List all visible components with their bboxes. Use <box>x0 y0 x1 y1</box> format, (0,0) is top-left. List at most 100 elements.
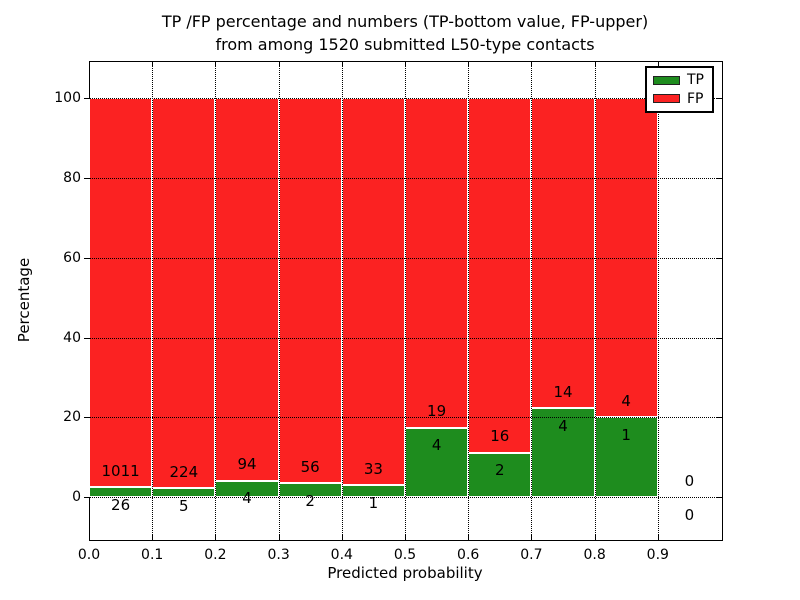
xtick-label-0.3: 0.3 <box>267 547 290 563</box>
bar-segment-fp-0.0 <box>89 98 153 488</box>
fp-count-label-0.6: 16 <box>490 427 510 446</box>
legend: TP FP <box>645 66 714 113</box>
tp-count-label-0.5: 4 <box>431 436 442 455</box>
horizontal-gridline-20 <box>89 417 721 419</box>
bar-segment-fp-0.6 <box>468 98 532 453</box>
ytick-label-60: 60 <box>63 249 81 266</box>
ytick-mark-right-40 <box>717 337 722 339</box>
xtick-mark-bottom-0.0 <box>89 535 90 540</box>
bar-segment-tp-0.0 <box>89 487 153 498</box>
ytick-mark-right-20 <box>717 417 722 419</box>
legend-entry-tp: TP <box>653 73 706 87</box>
xtick-label-0.1: 0.1 <box>141 547 164 563</box>
xtick-label-0.2: 0.2 <box>204 547 227 563</box>
vertical-gridline-0.6 <box>468 61 470 539</box>
tp-count-label-0.3: 2 <box>305 491 315 510</box>
xtick-mark-bottom-0.2 <box>215 535 217 540</box>
vertical-gridline-0.2 <box>215 61 217 539</box>
xtick-mark-top-0.4 <box>341 62 343 67</box>
vertical-gridline-0.7 <box>531 61 533 539</box>
ytick-label-80: 80 <box>63 169 81 186</box>
xtick-mark-bottom-0.1 <box>152 535 154 540</box>
xtick-mark-top-0.7 <box>531 62 533 67</box>
xtick-mark-top-0.3 <box>278 62 280 67</box>
horizontal-gridline-40 <box>89 337 721 339</box>
xtick-mark-bottom-0.3 <box>278 535 280 540</box>
x-axis-label: Predicted probability <box>327 564 483 582</box>
ytick-mark-left-80 <box>84 177 89 179</box>
legend-label-tp: TP <box>687 72 704 89</box>
tp-swatch-icon <box>653 75 680 85</box>
y-axis-label: Percentage <box>15 257 33 343</box>
xtick-mark-bottom-0.4 <box>341 535 343 540</box>
chart-title-line1: TP /FP percentage and numbers (TP-bottom… <box>161 12 649 31</box>
ytick-mark-right-0 <box>717 497 722 499</box>
bar-segment-tp-0.1 <box>152 488 216 498</box>
xtick-mark-top-0.8 <box>594 62 596 67</box>
legend-label-fp: FP <box>687 90 704 107</box>
tp-count-label-0.9: 0 <box>684 505 695 524</box>
horizontal-gridline-0 <box>89 497 721 499</box>
xtick-mark-top-0.9 <box>657 62 659 67</box>
xtick-label-0.6: 0.6 <box>457 547 480 563</box>
fp-count-label-0.7: 14 <box>553 383 573 402</box>
tp-count-label-0.2: 4 <box>242 489 252 508</box>
bar-segment-fp-0.3 <box>278 98 342 484</box>
xtick-mark-top-0.1 <box>152 62 154 67</box>
ytick-mark-right-100 <box>717 98 722 100</box>
horizontal-gridline-60 <box>89 257 721 259</box>
ytick-mark-left-20 <box>84 417 89 419</box>
vertical-gridline-0.3 <box>278 61 280 539</box>
chart-title: TP /FP percentage and numbers (TP-bottom… <box>89 10 721 56</box>
fp-count-label-0.0: 1011 <box>101 461 140 480</box>
ytick-mark-left-0 <box>84 497 89 499</box>
vertical-gridline-0.5 <box>405 61 406 539</box>
xtick-label-0.8: 0.8 <box>583 547 606 563</box>
fp-count-label-0.8: 4 <box>621 391 631 410</box>
horizontal-gridline-100 <box>89 98 721 100</box>
tp-count-label-0.1: 5 <box>179 496 189 515</box>
fp-swatch-icon <box>653 94 680 104</box>
fp-count-label-0.2: 94 <box>237 455 257 474</box>
bar-segment-fp-0.7 <box>531 98 595 409</box>
bar-segment-fp-0.2 <box>215 98 279 481</box>
tp-count-label-0.6: 2 <box>495 461 505 480</box>
tp-count-label-0.7: 4 <box>558 416 568 435</box>
tp-count-label-0.4: 1 <box>368 493 379 512</box>
tp-count-label-0.8: 1 <box>621 425 631 444</box>
ytick-mark-left-100 <box>84 98 89 100</box>
chart-title-line2: from among 1520 submitted L50-type conta… <box>215 35 595 55</box>
xtick-mark-bottom-0.5 <box>405 535 406 540</box>
bar-segment-tp-0.8 <box>594 417 658 498</box>
xtick-mark-bottom-0.7 <box>531 535 533 540</box>
ytick-label-100: 100 <box>54 90 81 107</box>
ytick-mark-right-60 <box>717 257 722 259</box>
ytick-mark-right-80 <box>717 177 722 179</box>
xtick-mark-top-0.5 <box>405 62 406 67</box>
ytick-label-20: 20 <box>63 409 81 426</box>
bar-segment-tp-0.5 <box>405 427 469 498</box>
xtick-label-0.4: 0.4 <box>330 547 353 563</box>
vertical-gridline-0.1 <box>152 61 154 539</box>
legend-entry-fp: FP <box>653 92 706 106</box>
fp-count-label-0.5: 19 <box>427 402 447 421</box>
bar-segment-fp-0.1 <box>152 98 216 489</box>
bar-segment-fp-0.5 <box>405 98 469 428</box>
ytick-mark-left-40 <box>84 337 89 339</box>
xtick-label-0.5: 0.5 <box>393 547 417 563</box>
xtick-label-0.9: 0.9 <box>646 547 669 563</box>
vertical-gridline-0.9 <box>657 61 659 539</box>
bar-segment-fp-0.8 <box>594 98 658 418</box>
xtick-mark-top-0.6 <box>468 62 470 67</box>
ytick-mark-left-60 <box>84 257 89 259</box>
fp-count-label-0.4: 33 <box>363 460 383 478</box>
tp-count-label-0.0: 26 <box>111 495 131 514</box>
bar-segment-fp-0.4 <box>341 98 405 486</box>
ytick-label-40: 40 <box>63 329 81 346</box>
xtick-mark-top-0.2 <box>215 62 217 67</box>
fp-count-label-0.1: 224 <box>169 463 199 482</box>
bar-segment-tp-0.6 <box>468 452 532 498</box>
xtick-label-0.7: 0.7 <box>520 547 543 563</box>
fp-count-label-0.9: 0 <box>684 471 695 490</box>
